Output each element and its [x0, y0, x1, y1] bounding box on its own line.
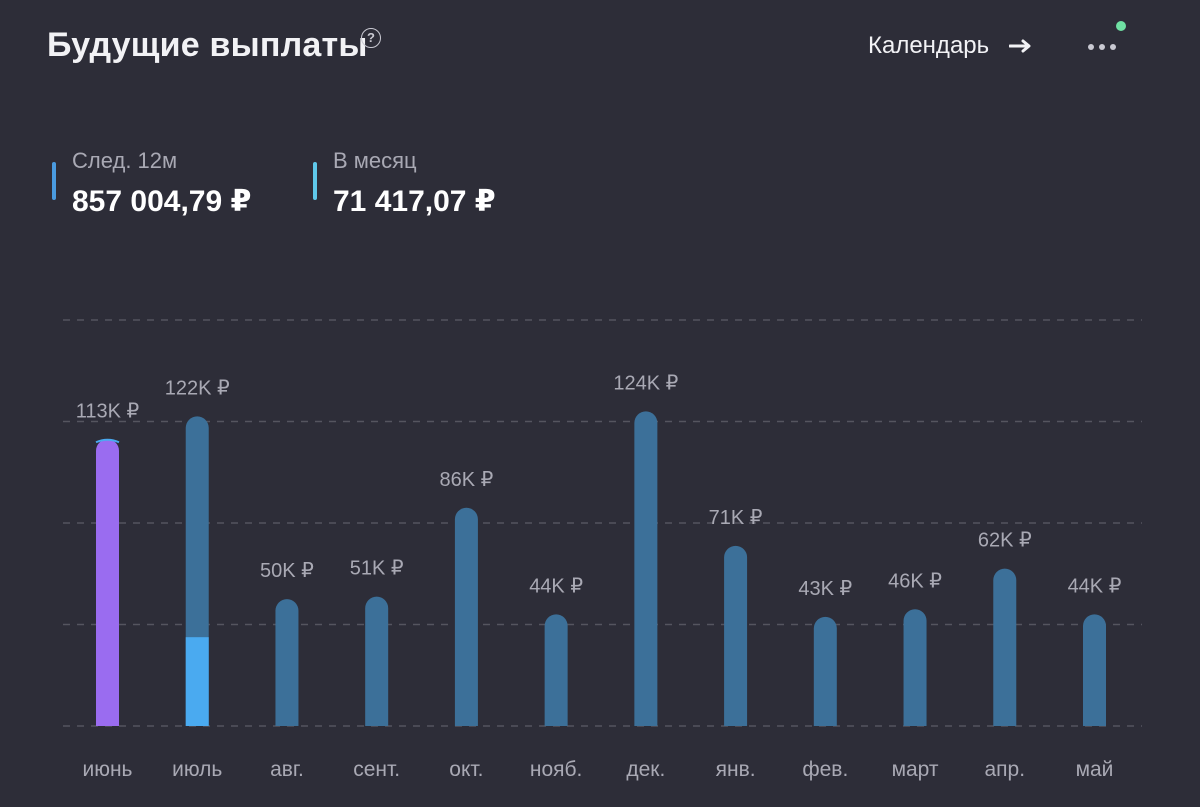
bar	[1083, 614, 1106, 726]
stat-marker	[313, 162, 317, 200]
bar-value-label: 43K ₽	[798, 578, 852, 600]
bar	[724, 545, 748, 726]
stat-label: В месяц	[333, 148, 417, 173]
bar-received-part	[185, 637, 209, 726]
bar-value-label: 46K ₽	[888, 570, 942, 592]
bar-cap	[95, 438, 120, 444]
x-tick-label: фев.	[802, 758, 848, 781]
bar-value-label: 86K ₽	[439, 469, 493, 491]
x-tick-label: июль	[172, 758, 222, 781]
x-tick-label: май	[1076, 758, 1114, 781]
widget-title: Будущие выплаты	[47, 26, 368, 64]
more-button[interactable]	[1084, 21, 1126, 64]
x-tick-label: дек.	[626, 758, 665, 781]
arrow-right-icon	[1009, 39, 1031, 53]
bar	[96, 439, 119, 726]
calendar-link-label: Календарь	[868, 32, 990, 59]
bar	[993, 568, 1017, 726]
x-tick-label: июнь	[82, 758, 132, 781]
bar	[903, 609, 927, 726]
bar	[365, 596, 389, 726]
status-indicator-dot	[1116, 21, 1126, 31]
question-circle-icon[interactable]: ?	[361, 28, 381, 48]
bar-value-label: 51K ₽	[350, 558, 404, 580]
x-tick-label: окт.	[449, 758, 483, 781]
x-tick-label: апр.	[984, 758, 1025, 781]
bar-value-label: 50K ₽	[260, 560, 314, 582]
bar-value-label: 122K ₽	[165, 377, 230, 399]
stat-value: 857 004,79 ₽	[72, 185, 252, 218]
stat-value: 71 417,07 ₽	[333, 185, 496, 218]
x-tick-label: март	[892, 758, 939, 781]
bar	[544, 614, 568, 726]
more-dots-icon	[1088, 44, 1116, 50]
bar-value-label: 71K ₽	[709, 507, 763, 529]
stat-marker	[52, 162, 56, 200]
bar-value-label: 62K ₽	[978, 530, 1032, 552]
x-tick-label: нояб.	[530, 758, 583, 781]
bar-value-label: 44K ₽	[529, 575, 583, 597]
bar-value-label: 124K ₽	[613, 372, 678, 394]
bar	[634, 411, 658, 726]
bar	[275, 599, 299, 726]
bar-value-label: 113K ₽	[76, 400, 140, 422]
stat-label: След. 12м	[72, 148, 178, 173]
bar	[454, 507, 478, 726]
x-tick-label: авг.	[270, 758, 304, 781]
calendar-link[interactable]: Календарь	[868, 30, 1033, 62]
bar-value-label: 44K ₽	[1068, 575, 1122, 597]
x-tick-label: сент.	[353, 758, 400, 781]
bar	[813, 616, 837, 726]
x-tick-label: янв.	[716, 758, 756, 781]
